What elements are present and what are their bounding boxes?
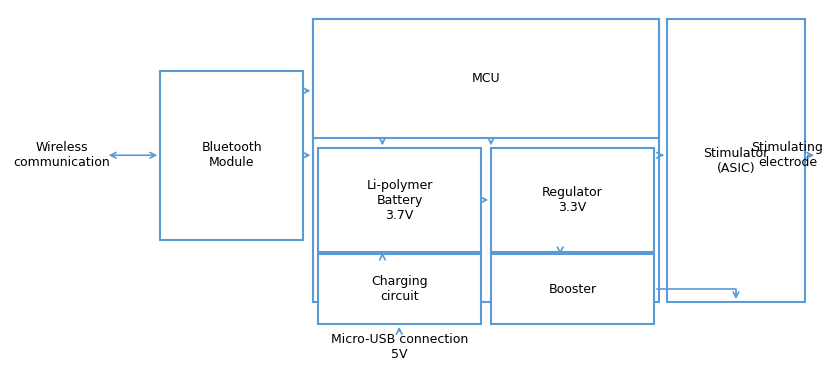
FancyBboxPatch shape xyxy=(491,148,654,253)
Text: Regulator
3.3V: Regulator 3.3V xyxy=(542,186,603,214)
Text: Stimulator
(ASIC): Stimulator (ASIC) xyxy=(703,147,769,175)
Text: Booster: Booster xyxy=(549,283,596,296)
Text: Li-polymer
Battery
3.7V: Li-polymer Battery 3.7V xyxy=(366,179,433,222)
FancyBboxPatch shape xyxy=(314,19,659,302)
FancyBboxPatch shape xyxy=(314,19,659,138)
FancyBboxPatch shape xyxy=(319,148,481,253)
Text: Wireless
communication: Wireless communication xyxy=(13,141,110,169)
FancyBboxPatch shape xyxy=(319,255,481,324)
FancyBboxPatch shape xyxy=(160,71,304,240)
Text: MCU: MCU xyxy=(472,72,500,85)
Text: Charging
circuit: Charging circuit xyxy=(371,275,428,303)
Text: Stimulating
electrode: Stimulating electrode xyxy=(751,141,823,169)
FancyBboxPatch shape xyxy=(491,255,654,324)
Text: Micro-USB connection
5V: Micro-USB connection 5V xyxy=(330,333,468,361)
Text: Bluetooth
Module: Bluetooth Module xyxy=(202,141,262,169)
FancyBboxPatch shape xyxy=(667,19,805,302)
